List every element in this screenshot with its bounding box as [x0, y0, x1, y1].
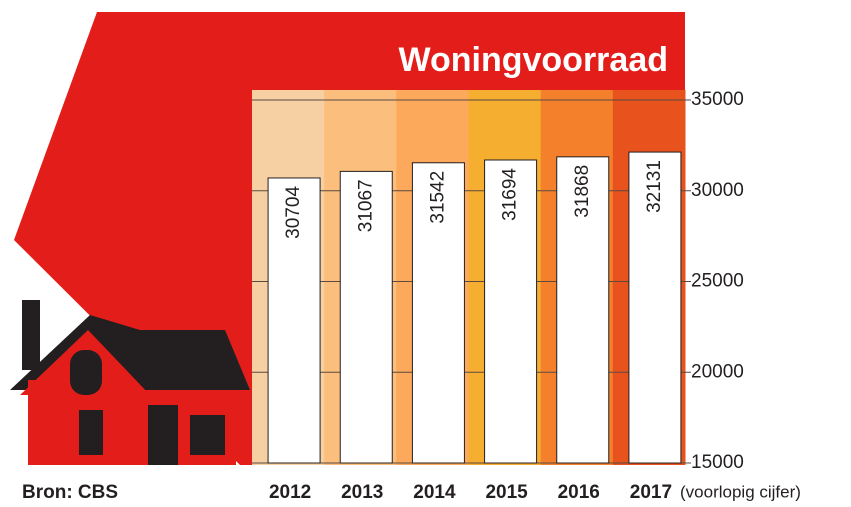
y-tick-label: 25000: [691, 271, 744, 292]
bar: [556, 156, 610, 464]
y-tick-label: 15000: [691, 452, 744, 473]
y-tick-label: 35000: [691, 89, 744, 110]
x-tick-label: 2015: [485, 482, 528, 503]
value-label: 31542: [427, 171, 448, 224]
value-label: 30704: [283, 186, 304, 239]
bar: [339, 170, 393, 464]
y-tick-label: 20000: [691, 361, 744, 382]
annotation: (voorlopig cijfer): [680, 482, 801, 501]
bar: [411, 162, 465, 464]
value-label: 31694: [500, 168, 521, 221]
bar: [628, 151, 682, 464]
bar: [267, 177, 321, 464]
value-label: 31868: [572, 165, 593, 218]
chart-title: Woningvoorraad: [399, 41, 669, 79]
value-label: 31067: [355, 179, 376, 232]
source: Bron: CBS: [22, 482, 118, 503]
bar: [484, 159, 538, 464]
x-tick-label: 2016: [558, 482, 600, 503]
x-tick-label: 2012: [269, 482, 311, 503]
x-tick-label: 2013: [341, 482, 383, 503]
house-icon: [10, 300, 250, 465]
x-tick-label: 2014: [413, 482, 456, 503]
x-tick-label: 2017: [630, 482, 672, 503]
value-label: 32131: [644, 160, 665, 213]
y-tick-label: 30000: [691, 180, 744, 201]
